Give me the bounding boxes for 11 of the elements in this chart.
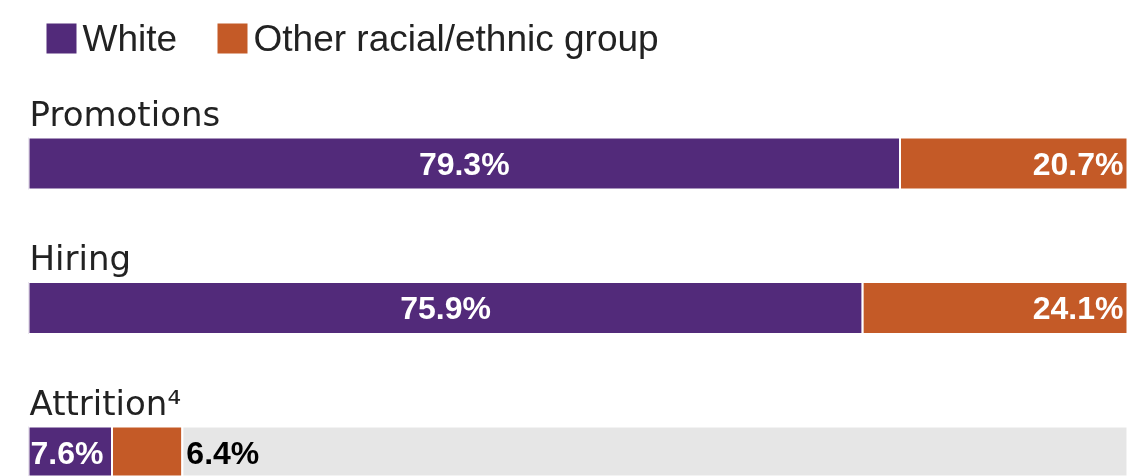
data-label: 7.6% [30, 434, 104, 471]
data-label: 75.9% [400, 290, 491, 326]
legend-label: White [82, 18, 178, 59]
legend-label: Other racial/ethnic group [253, 18, 659, 59]
data-label: 24.1% [1032, 290, 1124, 326]
data-label: 20.7% [1032, 145, 1124, 182]
data-label: 6.4% [186, 434, 260, 471]
y-tick-label: Attrition⁴ [29, 382, 182, 423]
y-tick-label: Promotions [29, 93, 221, 134]
data-label: 79.3% [418, 145, 510, 182]
y-tick-label: Hiring [29, 238, 132, 278]
